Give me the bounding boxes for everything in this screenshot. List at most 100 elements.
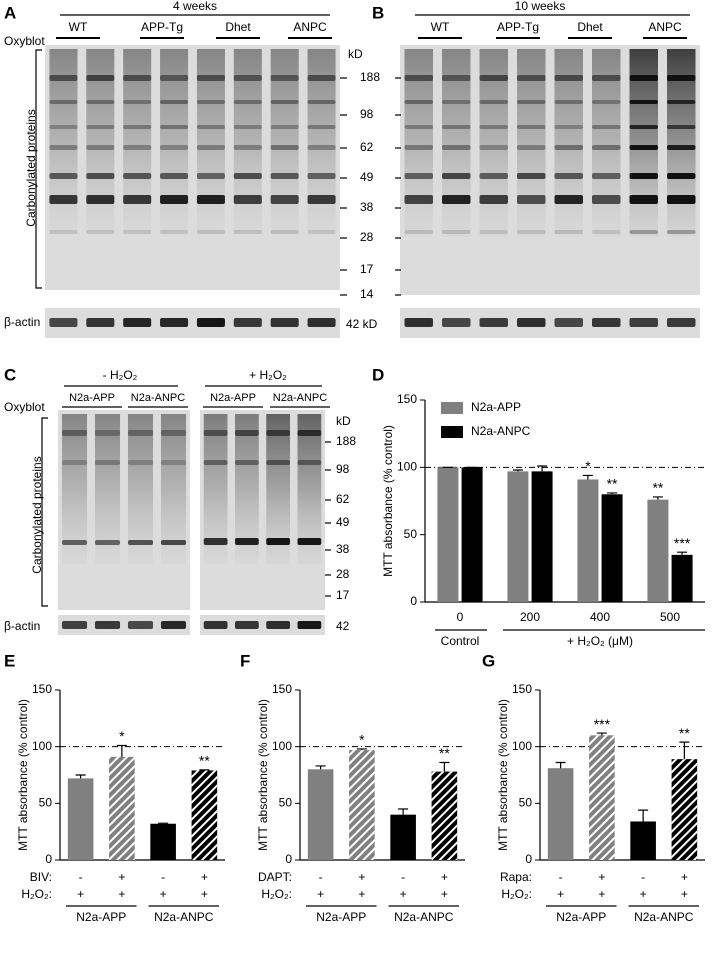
y-tick-label: 150 xyxy=(272,682,292,696)
group-label: APP-Tg xyxy=(497,20,539,34)
oxyblot-label: Oxyblot xyxy=(4,34,45,48)
bar xyxy=(601,494,623,602)
group-label: N2a-APP xyxy=(556,910,606,924)
blot-band xyxy=(442,230,471,234)
blot-band xyxy=(517,230,546,234)
marker-label: 38 xyxy=(360,200,374,214)
blot-band xyxy=(160,621,187,629)
treatment-sign: + xyxy=(160,887,167,901)
panel-letter: D xyxy=(372,365,384,384)
blot-band xyxy=(94,621,121,629)
y-tick-label: 0 xyxy=(45,852,52,866)
treatment-sign: - xyxy=(79,870,83,884)
blot-band xyxy=(517,318,546,327)
blot-band xyxy=(404,230,433,234)
blot-band xyxy=(592,145,621,150)
actin-label: β-actin xyxy=(4,315,40,329)
group-label: APP-Tg xyxy=(141,20,183,34)
blot-band xyxy=(629,195,658,204)
group-label: WT xyxy=(69,20,88,34)
blot-band xyxy=(86,318,115,327)
y-tick-label: 0 xyxy=(410,594,417,608)
blot-band xyxy=(554,125,583,129)
blot-band xyxy=(307,100,336,104)
error-bar xyxy=(439,761,450,772)
treatment-sign: + xyxy=(640,887,647,901)
treatment-sign: + xyxy=(598,887,605,901)
bar xyxy=(630,821,656,860)
legend-label: N2a-APP xyxy=(471,400,521,414)
blot-band xyxy=(160,195,189,204)
condition-label: - H₂O₂ xyxy=(103,368,138,382)
treatment-sign: - xyxy=(319,870,323,884)
blot-band xyxy=(123,318,152,327)
bar xyxy=(507,471,529,602)
blot-band xyxy=(61,430,88,436)
marker-label: 17 xyxy=(336,588,350,602)
blot-band xyxy=(233,195,262,204)
blot-band xyxy=(123,195,152,204)
y-tick-label: 50 xyxy=(404,527,418,541)
actin-kd-label: 42 kD xyxy=(346,317,378,331)
blot-band xyxy=(235,460,259,465)
significance: ** xyxy=(607,476,618,492)
group-label: Dhet xyxy=(577,20,603,34)
group-label: N2a-ANPC xyxy=(634,910,694,924)
blot-band xyxy=(127,621,154,629)
y-axis-label: MTT absorbance (% control) xyxy=(381,425,395,577)
blot-band xyxy=(233,145,262,150)
treatment-sign: + xyxy=(598,870,605,884)
blot-band xyxy=(442,173,471,179)
bar-hatch xyxy=(349,750,375,860)
blot-band xyxy=(233,173,262,179)
legend-swatch xyxy=(441,426,463,438)
blot-band xyxy=(517,195,546,204)
bar xyxy=(647,499,669,602)
blot-band xyxy=(479,75,508,81)
blot-band xyxy=(629,75,658,81)
blot-band xyxy=(49,318,78,327)
treatment-sign: - xyxy=(161,870,165,884)
blot-band xyxy=(160,125,189,129)
bar xyxy=(437,467,459,602)
blot-band xyxy=(160,318,189,327)
blot-ylabel: Carbonylated proteins xyxy=(24,109,38,226)
group-label: N2a-ANPC xyxy=(394,910,454,924)
blot-band xyxy=(196,100,225,104)
blot-band xyxy=(203,460,228,465)
blot-band xyxy=(404,173,433,179)
y-tick-label: 150 xyxy=(32,682,52,696)
blot-band xyxy=(404,125,433,129)
blot-band xyxy=(554,230,583,234)
group-label: + H₂O₂ (μM) xyxy=(567,634,633,648)
blot-lane xyxy=(235,414,259,564)
error-bar xyxy=(638,809,649,822)
y-axis-label: MTT absorbance (% control) xyxy=(496,699,510,851)
blot-band xyxy=(196,145,225,150)
blot-lane xyxy=(203,414,228,564)
y-tick-label: 100 xyxy=(512,739,532,753)
blot-band xyxy=(123,100,152,104)
blot-band xyxy=(235,621,259,629)
blot-band xyxy=(94,460,121,465)
blot-band xyxy=(196,125,225,129)
group-label: N2a-APP xyxy=(316,910,366,924)
blot-band xyxy=(160,430,187,436)
error-bar xyxy=(652,496,663,500)
blot-band xyxy=(629,230,658,234)
error-bar xyxy=(679,741,690,760)
condition-label: + H₂O₂ xyxy=(249,368,287,382)
error-bar xyxy=(356,748,367,751)
y-tick-label: 0 xyxy=(525,852,532,866)
blot-band xyxy=(160,75,189,81)
blot-band xyxy=(592,125,621,129)
blot-band xyxy=(86,173,115,179)
bar xyxy=(577,479,599,602)
blot-band xyxy=(160,145,189,150)
blot-lane xyxy=(160,414,187,564)
blot-band xyxy=(49,173,78,179)
marker-label: 38 xyxy=(336,542,350,556)
blot-band xyxy=(404,195,433,204)
error-bar xyxy=(116,744,127,757)
blot-band xyxy=(667,230,696,234)
